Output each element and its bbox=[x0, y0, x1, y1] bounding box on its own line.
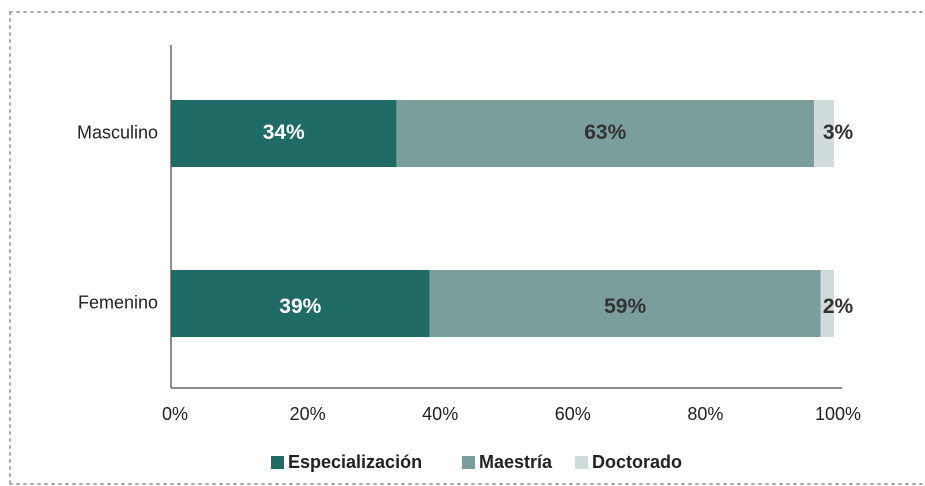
value-label: 39% bbox=[279, 295, 321, 318]
value-label: 59% bbox=[604, 295, 646, 318]
value-label: 63% bbox=[584, 121, 626, 144]
x-tick-label: 100% bbox=[815, 404, 861, 424]
legend-label: Especialización bbox=[288, 452, 422, 472]
category-label: Masculino bbox=[77, 122, 158, 142]
x-tick-label: 20% bbox=[290, 404, 326, 424]
legend-label: Maestría bbox=[479, 452, 553, 472]
x-tick-label: 60% bbox=[555, 404, 591, 424]
x-tick-label: 0% bbox=[162, 404, 188, 424]
bar-segment bbox=[429, 270, 821, 337]
value-label: 34% bbox=[263, 121, 305, 144]
bar-segment bbox=[396, 100, 815, 167]
legend-swatch bbox=[575, 456, 588, 469]
legend-swatch bbox=[271, 456, 284, 469]
bar-segment bbox=[820, 270, 834, 337]
legend-label: Doctorado bbox=[592, 452, 682, 472]
x-tick-label: 80% bbox=[687, 404, 723, 424]
value-label: 2% bbox=[823, 295, 854, 318]
category-label: Femenino bbox=[78, 292, 158, 312]
bar-segment bbox=[171, 270, 430, 337]
bar-segment bbox=[814, 100, 834, 167]
x-tick-label: 40% bbox=[422, 404, 458, 424]
legend-swatch bbox=[462, 456, 475, 469]
value-label: 3% bbox=[823, 121, 854, 144]
bar-segment bbox=[171, 100, 397, 167]
